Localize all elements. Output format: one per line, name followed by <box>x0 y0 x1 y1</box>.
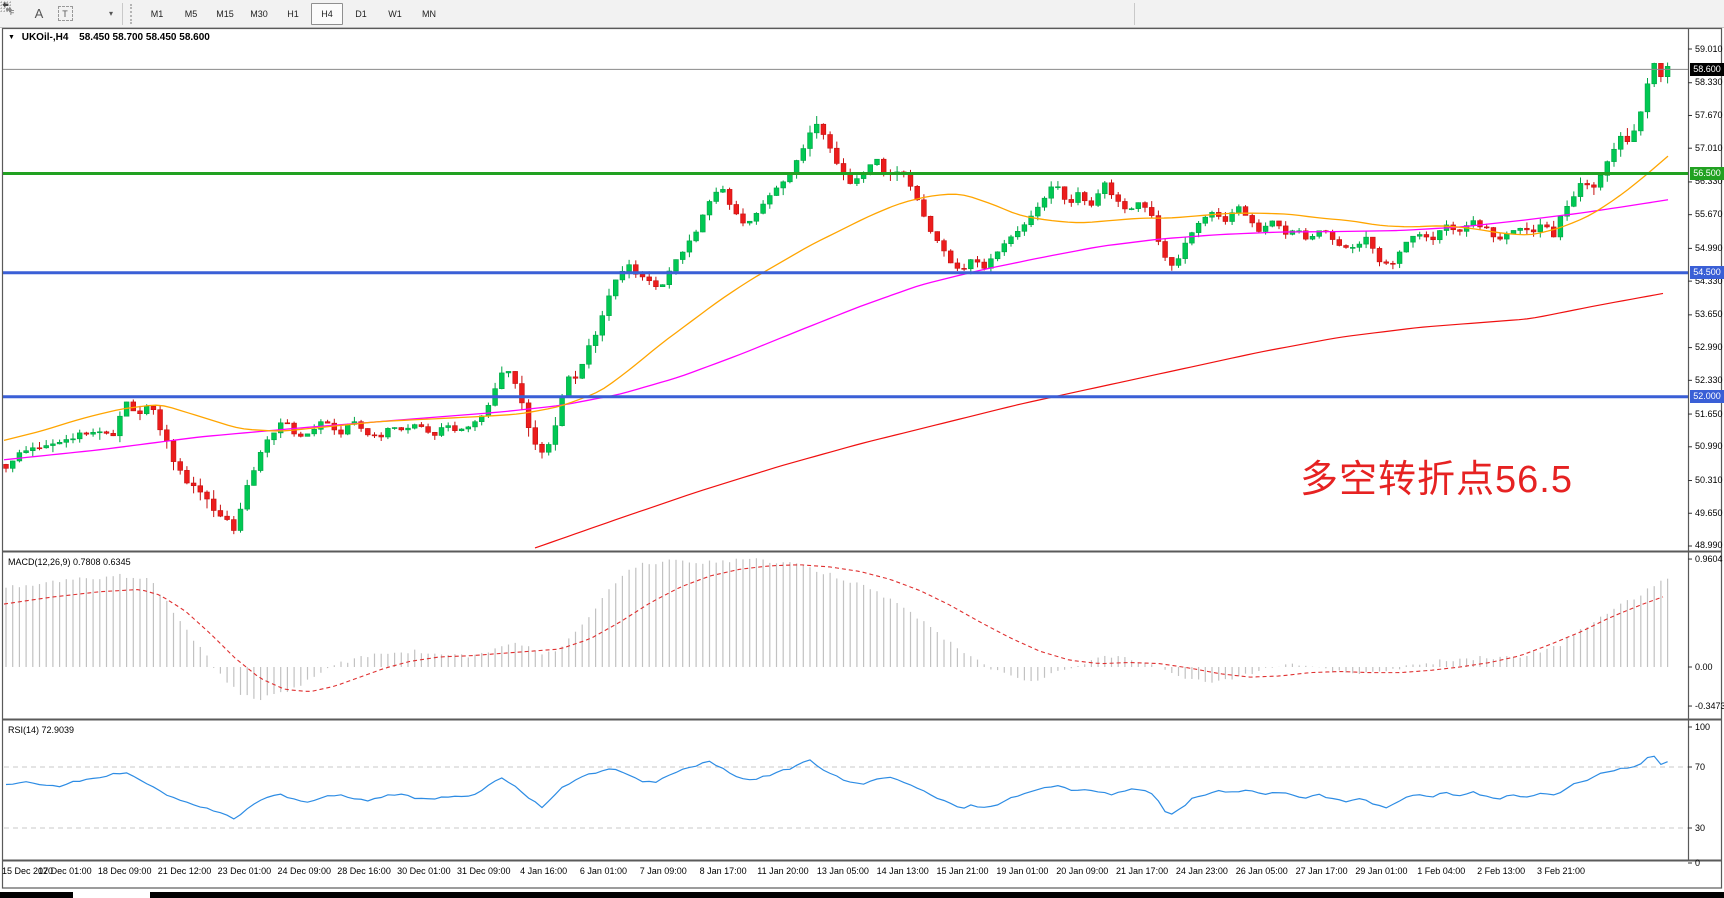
time-axis-label: 2 Feb 13:00 <box>1477 866 1526 876</box>
price-axis-tick: 57.010 <box>1695 142 1723 153</box>
price-axis-tick: 52.990 <box>1695 342 1723 353</box>
time-axis-label: 8 Jan 17:00 <box>699 866 747 876</box>
toolbar: F A T ▾ M1 M5 M15 M30 H1 H4 D1 W1 MN <box>0 0 1724 28</box>
time-axis-label: 31 Dec 09:00 <box>456 866 511 876</box>
toolbar-grip-icon[interactable] <box>130 3 137 24</box>
time-axis-label: 28 Dec 16:00 <box>337 866 391 876</box>
grid-f-letter: F <box>10 10 14 16</box>
price-axis-tick: 55.670 <box>1695 209 1723 220</box>
time-axis-label: 17 Dec 01:00 <box>38 866 92 876</box>
price-axis-tick: 50.310 <box>1695 475 1723 486</box>
tools-dropdown-caret-icon[interactable]: ▾ <box>108 9 113 18</box>
arrows-tool-icon[interactable] <box>2 1 102 24</box>
bottom-bar-segment <box>0 892 73 898</box>
price-badge: 52.000 <box>1690 390 1724 404</box>
annotation-text: 多空转折点56.5 <box>1300 459 1573 501</box>
time-axis-label: 15 Dec 2020 <box>2 866 54 876</box>
timeframe-button-m30[interactable]: M30 <box>250 8 268 19</box>
rsi-axis-tick: 100 <box>1695 721 1711 732</box>
time-axis-label: 4 Jan 16:00 <box>520 866 568 876</box>
price-axis-tick: 49.650 <box>1695 507 1723 518</box>
macd-axis-tick: -0.3473 <box>1695 700 1724 711</box>
time-axis-label: 18 Dec 09:00 <box>97 866 152 876</box>
time-axis-label: 14 Jan 13:00 <box>876 866 929 876</box>
time-axis-label: 7 Jan 09:00 <box>639 866 687 876</box>
timeframe-button-group: M1 M5 M15 M30 H1 H4 D1 W1 MN <box>140 2 446 25</box>
price-axis-tick: 53.650 <box>1695 309 1723 320</box>
time-axis-label: 19 Jan 01:00 <box>996 866 1049 876</box>
chart-symbol-period: UKOil-,H4 <box>21 32 69 43</box>
timeframe-button-d1[interactable]: D1 <box>355 8 367 19</box>
time-axis-label: 6 Jan 01:00 <box>579 866 627 876</box>
time-axis-label: 21 Jan 17:00 <box>1116 866 1169 876</box>
chart-ohlc-values: 58.450 58.700 58.450 58.600 <box>79 32 210 43</box>
price-axis-tick: 58.330 <box>1695 77 1723 88</box>
price-axis-tick: 50.990 <box>1695 441 1723 452</box>
time-axis-label: 24 Dec 09:00 <box>277 866 331 876</box>
price-axis-tick: 52.330 <box>1695 374 1723 385</box>
time-axis-label: 30 Dec 01:00 <box>397 866 451 876</box>
price-badge: 54.500 <box>1690 266 1724 280</box>
time-axis-label: 21 Dec 12:00 <box>157 866 212 876</box>
rsi-axis-tick: 30 <box>1695 822 1706 833</box>
timeframe-button-h4[interactable]: H4 <box>311 2 343 25</box>
price-axis-tick: 56.330 <box>1695 176 1723 187</box>
rsi-axis-tick: 0 <box>1695 857 1701 868</box>
text-label-tool-icon[interactable]: T <box>54 4 76 24</box>
price-axis-tick: 57.670 <box>1695 109 1723 120</box>
toolbar-separator-right <box>1134 2 1135 25</box>
timeframe-button-mn[interactable]: MN <box>422 8 436 19</box>
price-axis-tick: 54.990 <box>1695 242 1723 253</box>
timeframe-button-w1[interactable]: W1 <box>388 8 402 19</box>
timeframe-button-m1[interactable]: M1 <box>150 8 164 19</box>
macd-axis-tick: 0.9604 <box>1695 553 1723 564</box>
time-axis-label: 15 Jan 21:00 <box>936 866 989 876</box>
time-axis-label: 1 Feb 04:00 <box>1417 866 1466 876</box>
time-axis-label: 20 Jan 09:00 <box>1056 866 1109 876</box>
text-label-t: T <box>57 6 73 21</box>
time-axis-label: 3 Feb 21:00 <box>1536 866 1585 876</box>
time-axis-label: 11 Jan 20:00 <box>757 866 809 876</box>
rsi-axis-tick: 70 <box>1695 761 1706 772</box>
price-axis-tick: 54.330 <box>1695 275 1723 286</box>
price-axis-tick: 59.010 <box>1695 43 1723 54</box>
price-badge: 56.500 <box>1690 166 1724 180</box>
time-axis-label: 26 Jan 05:00 <box>1235 866 1288 876</box>
macd-indicator-label: MACD(12,26,9) 0.7808 0.6345 <box>8 557 131 567</box>
timeframe-button-m5[interactable]: M5 <box>184 8 198 19</box>
macd-axis-tick: 0.00 <box>1695 661 1713 672</box>
time-axis-label: 24 Jan 23:00 <box>1175 866 1228 876</box>
rsi-indicator-label: RSI(14) 72.9039 <box>8 725 75 735</box>
text-a-tool-icon[interactable]: A <box>34 6 44 21</box>
time-axis-label: 27 Jan 17:00 <box>1295 866 1348 876</box>
time-axis-label: 23 Dec 01:00 <box>217 866 272 876</box>
price-axis-tick: 48.990 <box>1695 540 1723 551</box>
time-axis-label: 13 Jan 05:00 <box>816 866 869 876</box>
timeframe-button-h1[interactable]: H1 <box>287 8 299 19</box>
timeframe-button-m15[interactable]: M15 <box>216 8 234 19</box>
time-axis-label: 29 Jan 01:00 <box>1355 866 1408 876</box>
toolbar-separator <box>122 2 123 25</box>
bottom-bar-segment <box>150 892 1724 898</box>
price-axis-tick: 51.650 <box>1695 408 1723 419</box>
price-badge: 58.600 <box>1690 62 1724 76</box>
chart-title: ▼ UKOil-,H4 58.450 58.700 58.450 58.600 <box>8 32 210 43</box>
chart-dropdown-triangle-icon[interactable]: ▼ <box>8 34 15 41</box>
